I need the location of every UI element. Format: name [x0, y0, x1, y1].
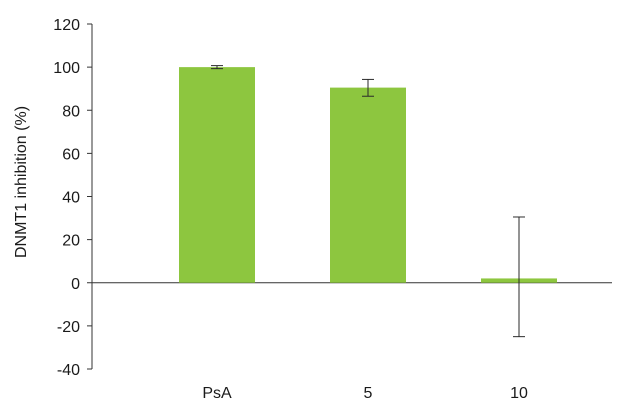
error-bars: [211, 65, 525, 338]
bar-series: [179, 67, 557, 283]
y-tick-label: 120: [53, 17, 80, 34]
x-tick-label: PsA: [202, 385, 232, 402]
x-tick-label: 5: [364, 385, 373, 402]
y-tick-label: 60: [62, 146, 80, 163]
y-tick-label: 100: [53, 60, 80, 77]
bar: [330, 87, 406, 283]
bar: [179, 67, 255, 283]
y-tick-label: 0: [71, 276, 80, 293]
x-axis-labels: PsA 5 10: [202, 385, 528, 402]
y-tick-label: -20: [57, 319, 80, 336]
y-tick-label: 80: [62, 103, 80, 120]
y-tick-label: 20: [62, 233, 80, 250]
y-axis-title: DNMT1 inhibition (%): [13, 106, 30, 258]
x-tick-label: 10: [510, 385, 528, 402]
y-tick-label: -40: [57, 362, 80, 379]
y-tick-label: 40: [62, 190, 80, 207]
